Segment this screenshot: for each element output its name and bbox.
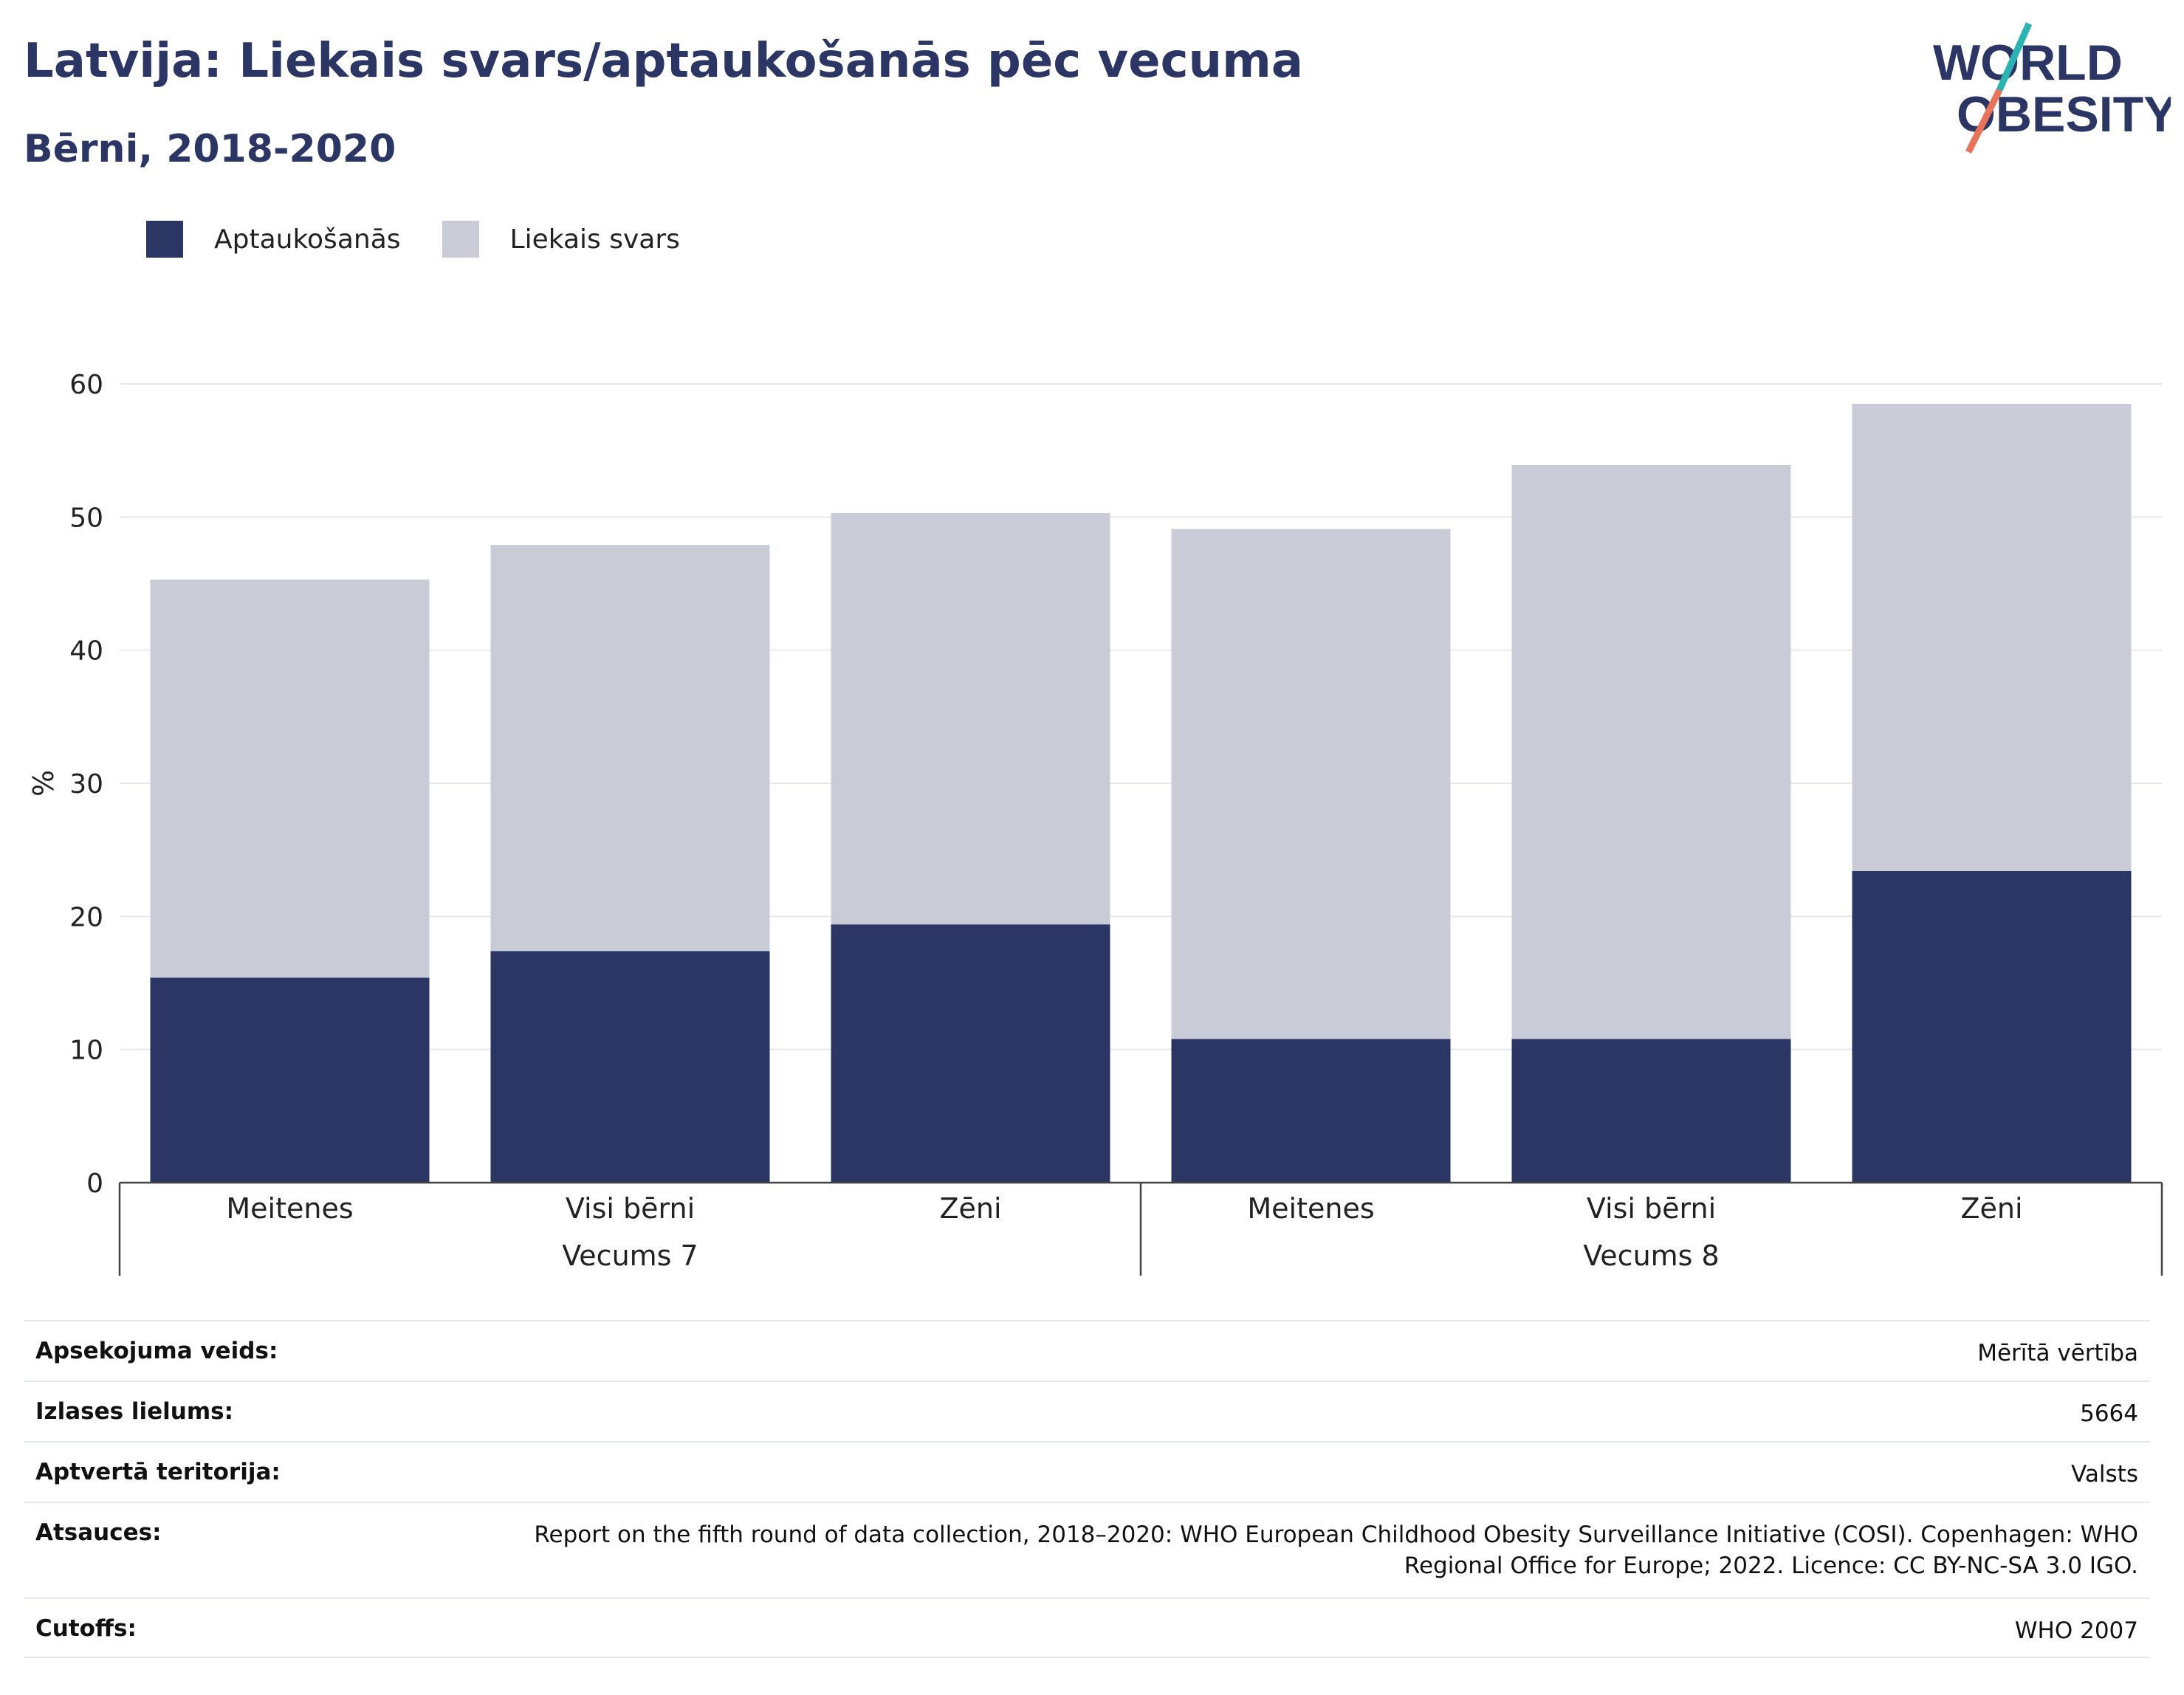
meta-value: Mērītā vērtība — [1977, 1340, 2138, 1366]
meta-row: Aptvertā teritorija: Valsts — [24, 1441, 2150, 1502]
meta-label: Apsekojuma veids: — [35, 1338, 278, 1364]
bar-overweight-0 — [150, 580, 430, 978]
x-tick-label: Meitenes — [226, 1192, 353, 1225]
bar-overweight-1 — [490, 545, 770, 952]
meta-label: Izlases lielums: — [35, 1398, 233, 1425]
group-label: Vecums 8 — [1583, 1240, 1719, 1272]
legend-label-obesity: Aptaukošanās — [214, 224, 401, 255]
legend-item-overweight: Liekais svars — [442, 221, 680, 258]
y-tick-label: 10 — [69, 1036, 103, 1066]
group-label: Vecums 7 — [562, 1240, 698, 1272]
metadata-table: Apsekojuma veids: Mērītā vērtība Izlases l… — [24, 1320, 2150, 1658]
x-tick-label: Zēni — [939, 1192, 1001, 1225]
bar-obesity-3 — [1171, 1039, 1451, 1183]
legend-swatch-overweight — [442, 221, 479, 258]
y-tick-label: 50 — [69, 503, 103, 533]
legend: Aptaukošanās Liekais svars — [146, 219, 721, 260]
legend-swatch-obesity — [146, 221, 183, 258]
bar-overweight-2 — [831, 512, 1110, 925]
chart-title: Latvija: Liekais svars/aptaukošanās pēc … — [24, 34, 1303, 89]
y-tick-label: 30 — [69, 769, 103, 800]
stacked-bar-chart: 0 10 20 30 40 50 60% Meitenes Visi bērni Zēni Meit… — [27, 370, 2163, 1276]
y-axis-label: % — [27, 770, 60, 797]
meta-label: Aptvertā teritorija: — [35, 1459, 281, 1485]
bar-overweight-4 — [1511, 465, 1791, 1039]
world-obesity-logo: WORLD OBESITY — [1933, 22, 2171, 154]
y-tick-label: 0 — [86, 1169, 103, 1199]
bar-overweight-3 — [1171, 529, 1451, 1039]
legend-label-overweight: Liekais svars — [509, 224, 680, 255]
y-tick-label: 40 — [69, 636, 103, 667]
meta-row: Izlases lielums: 5664 — [24, 1381, 2150, 1441]
x-tick-label: Visi bērni — [1587, 1192, 1716, 1225]
meta-row: Atsauces: Report on the fifth round of da… — [24, 1502, 2150, 1598]
meta-row: Cutoffs: WHO 2007 — [24, 1598, 2150, 1658]
y-tick-label: 60 — [69, 370, 103, 400]
meta-value: Valsts — [2071, 1461, 2138, 1488]
meta-value: 5664 — [2080, 1400, 2138, 1427]
svg-text:OBESITY: OBESITY — [1957, 86, 2171, 142]
bar-obesity-5 — [1852, 871, 2132, 1183]
bar-obesity-0 — [150, 977, 430, 1183]
x-tick-label: Zēni — [1960, 1192, 2022, 1225]
x-tick-label: Visi bērni — [566, 1192, 695, 1225]
bar-obesity-1 — [490, 951, 770, 1183]
bar-obesity-4 — [1511, 1039, 1791, 1183]
meta-label: Cutoffs: — [35, 1615, 137, 1642]
bar-overweight-5 — [1852, 404, 2132, 872]
x-tick-label: Meitenes — [1247, 1192, 1374, 1225]
meta-value: WHO 2007 — [2014, 1617, 2138, 1644]
meta-value: Report on the fifth round of data collec… — [534, 1522, 2138, 1579]
meta-label: Atsauces: — [35, 1519, 162, 1546]
y-tick-label: 20 — [69, 902, 103, 932]
svg-text:WORLD: WORLD — [1933, 35, 2123, 91]
legend-item-obesity: Aptaukošanās — [146, 221, 401, 258]
meta-row: Apsekojuma veids: Mērītā vērtība — [24, 1320, 2150, 1381]
bar-obesity-2 — [831, 924, 1110, 1183]
chart-subtitle: Bērni, 2018-2020 — [24, 127, 396, 171]
